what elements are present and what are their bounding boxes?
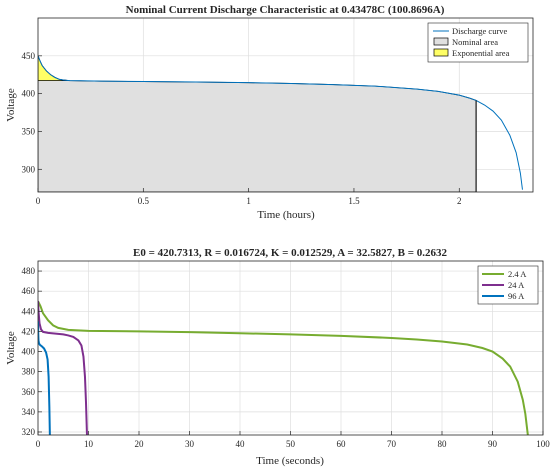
chart-top-ylabel: Voltage (5, 88, 17, 122)
x-tick-label: 60 (337, 439, 347, 449)
y-tick-label: 320 (22, 427, 36, 437)
legend-label-nominal-area: Nominal area (452, 37, 498, 47)
x-tick-label: 100 (536, 439, 550, 449)
chart-top-title: Nominal Current Discharge Characteristic… (126, 4, 445, 16)
legend-label-discharge-curve: Discharge curve (452, 26, 508, 36)
x-tick-label: 10 (84, 439, 94, 449)
chart-top-axes-box (37, 17, 534, 193)
y-tick-label: 300 (22, 164, 36, 174)
x-tick-label: 0 (36, 439, 41, 449)
y-tick-label: 380 (22, 367, 36, 377)
chart-bottom-legend: 2.4 A 24 A 96 A (477, 265, 539, 305)
discharge-curve-line (38, 55, 523, 190)
x-tick-label: 80 (438, 439, 448, 449)
legend-label-exponential-area: Exponential area (452, 48, 510, 58)
legend-label-96-a: 96 A (508, 291, 525, 301)
y-tick-label: 480 (22, 266, 36, 276)
x-tick-label: 0.5 (138, 196, 150, 206)
x-tick-label: 30 (185, 439, 195, 449)
chart-bottom-y-ticks: 320 340 360 380 400 420 440 460 480 (22, 266, 42, 437)
chart-top-x-ticks: 0 0.5 1 1.5 2 (36, 188, 462, 206)
x-tick-label: 40 (236, 439, 246, 449)
chart-top-y-ticks: 300 350 400 450 (22, 51, 42, 174)
y-tick-label: 460 (22, 286, 36, 296)
series-line-24-a (38, 301, 88, 435)
chart-bottom-title: E0 = 420.7313, R = 0.016724, K = 0.01252… (133, 247, 447, 259)
chart-bottom-ylabel: Voltage (5, 331, 17, 365)
legend-label-24-a: 24 A (508, 280, 525, 290)
legend-swatch-exponential-area (433, 48, 449, 57)
chart-bottom-x-ticks: 0 10 20 30 40 50 60 70 80 90 100 (36, 431, 550, 449)
x-tick-label: 1 (246, 196, 251, 206)
y-tick-label: 360 (22, 387, 36, 397)
x-tick-label: 2 (457, 196, 462, 206)
series-line-2-4-a (38, 300, 529, 435)
legend-swatch-nominal-area (433, 37, 449, 46)
chart-bottom-xlabel: Time (seconds) (256, 455, 324, 467)
y-tick-label: 400 (22, 89, 36, 99)
y-tick-label: 450 (22, 51, 36, 61)
chart-top: Nominal Current Discharge Characteristic… (5, 4, 534, 221)
x-tick-label: 0 (36, 196, 41, 206)
y-tick-label: 420 (22, 326, 36, 336)
series-line-96-a (38, 321, 51, 435)
y-tick-label: 340 (22, 407, 36, 417)
legend-label-2-4-a: 2.4 A (508, 269, 527, 279)
x-tick-label: 90 (488, 439, 498, 449)
x-tick-label: 1.5 (348, 196, 360, 206)
x-tick-label: 50 (286, 439, 296, 449)
chart-top-xlabel: Time (hours) (257, 209, 315, 221)
x-tick-label: 20 (135, 439, 145, 449)
x-tick-label: 70 (387, 439, 397, 449)
y-tick-label: 400 (22, 347, 36, 357)
chart-bottom: E0 = 420.7313, R = 0.016724, K = 0.01252… (5, 247, 550, 467)
y-tick-label: 350 (22, 126, 36, 136)
y-tick-label: 440 (22, 306, 36, 316)
chart-top-legend: Discharge curve Nominal area Exponential… (427, 22, 529, 63)
